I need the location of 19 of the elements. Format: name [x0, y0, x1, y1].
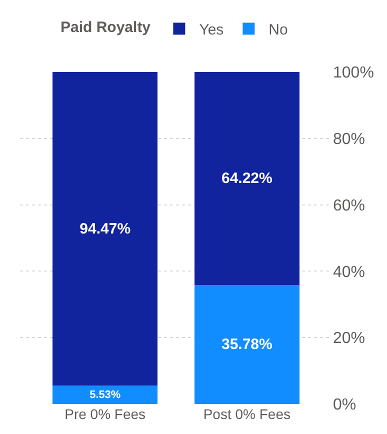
y-tick-label: 40% [333, 264, 366, 281]
bar [194, 72, 300, 286]
data-label: 5.53% [90, 389, 121, 402]
bar [52, 386, 158, 404]
legend-label: No [268, 22, 288, 39]
bar [194, 285, 300, 404]
y-tick-label: 20% [333, 330, 366, 348]
data-label: 64.22% [221, 170, 272, 188]
y-tick-label: 80% [333, 131, 366, 148]
data-label: 35.78% [221, 336, 272, 354]
y-tick-label: 100% [333, 64, 374, 82]
bar [52, 72, 158, 386]
x-tick-label: Pre 0% Fees [64, 406, 146, 422]
legend-label: Yes [199, 22, 224, 39]
y-tick-label: 0% [333, 396, 356, 414]
legend-title: Paid Royalty [60, 18, 152, 36]
y-tick-label: 60% [333, 197, 366, 214]
data-label: 94.47% [80, 220, 131, 238]
x-tick-label: Post 0% Fees [203, 406, 290, 422]
